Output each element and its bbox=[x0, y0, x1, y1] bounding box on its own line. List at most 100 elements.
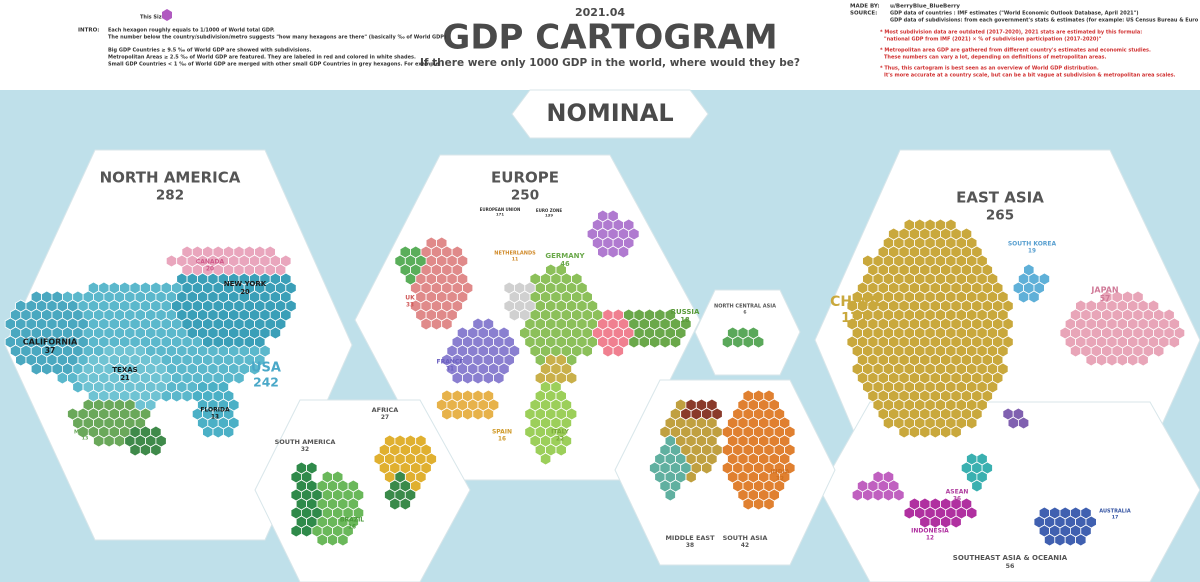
area-name: USA bbox=[251, 361, 281, 376]
hex-cell bbox=[113, 434, 126, 448]
hex-cell bbox=[898, 425, 910, 439]
note-line: * Metropolitan area GDP are gathered fro… bbox=[880, 48, 1151, 54]
hex-cell bbox=[462, 371, 474, 385]
hex-cell bbox=[966, 416, 978, 430]
area-value: 242 bbox=[253, 375, 279, 389]
area-value: 16 bbox=[348, 524, 356, 530]
hex-cell bbox=[202, 335, 214, 349]
area-value: 37 bbox=[45, 346, 56, 355]
area-name: SPAIN bbox=[492, 429, 512, 436]
hex-cell bbox=[966, 506, 978, 520]
hex-cell bbox=[274, 263, 287, 277]
source-label: SOURCE: bbox=[850, 11, 877, 17]
hex-cell bbox=[300, 524, 313, 538]
hex-cell bbox=[493, 371, 505, 385]
area-name: UK bbox=[405, 295, 415, 302]
hex-cell bbox=[1075, 533, 1087, 547]
hex-cell bbox=[264, 263, 276, 277]
hex-cell bbox=[602, 344, 614, 358]
hex-cell bbox=[248, 362, 261, 376]
area-value: 57 bbox=[1100, 294, 1111, 303]
hex-cell bbox=[519, 308, 531, 322]
hex-cell bbox=[617, 245, 630, 259]
area-value: 18 bbox=[680, 316, 690, 324]
banner-hex bbox=[511, 89, 709, 139]
area-value: 13 bbox=[211, 414, 219, 420]
hex-cell bbox=[451, 371, 463, 385]
area-value: 171 bbox=[496, 212, 504, 217]
hex-cell bbox=[555, 443, 567, 457]
hex-cell bbox=[940, 425, 952, 439]
area-value: 16 bbox=[498, 436, 506, 442]
hex-cell bbox=[202, 425, 214, 439]
size-hex bbox=[162, 9, 172, 21]
area-value: 11 bbox=[512, 256, 519, 262]
intro-line: Big GDP Countries ≥ 9.5 ‰ of World GDP a… bbox=[108, 48, 311, 54]
area-name: TEXAS bbox=[112, 366, 137, 374]
region-value: 56 bbox=[1006, 563, 1015, 570]
hex-cell bbox=[420, 317, 432, 331]
hex-cell bbox=[254, 335, 266, 349]
intro-label: INTRO: bbox=[78, 28, 100, 34]
hex-cell bbox=[441, 317, 453, 331]
this-size: This Size bbox=[140, 15, 166, 21]
hex-cell bbox=[612, 344, 624, 358]
hex-cell bbox=[732, 335, 744, 349]
area-value: 12 bbox=[926, 535, 934, 541]
hex-cell bbox=[51, 362, 63, 376]
hex-cell bbox=[290, 524, 302, 538]
area-name: AUSTRALIA bbox=[1099, 509, 1131, 515]
area-value: 32 bbox=[776, 476, 784, 482]
hex-cell bbox=[150, 443, 162, 457]
hex-cell bbox=[1096, 353, 1108, 367]
hex-cell bbox=[872, 488, 884, 502]
region-value: 282 bbox=[156, 187, 184, 203]
hex-cell bbox=[929, 425, 941, 439]
hex-cell bbox=[742, 335, 754, 349]
made-by: u/BerryBlue_BlueBerry bbox=[890, 4, 960, 10]
intro-line: Metropolitan Areas ≥ 2.5 ‰ of World GDP … bbox=[108, 55, 416, 61]
hex-cell bbox=[940, 515, 952, 529]
hex-cell bbox=[1018, 290, 1030, 304]
hex-cell bbox=[753, 335, 765, 349]
note-line: * Most subdivision data are outdated (20… bbox=[880, 30, 1142, 36]
hex-cell bbox=[1064, 533, 1076, 547]
hex-cell bbox=[186, 326, 198, 340]
hex-cell bbox=[721, 335, 734, 349]
hex-cell bbox=[389, 497, 401, 511]
region-name: NORTH CENTRAL ASIA bbox=[714, 304, 776, 310]
hex-cell bbox=[1127, 353, 1139, 367]
area-value: 36 bbox=[953, 496, 961, 502]
note-line: These numbers can vary a lot, depending … bbox=[884, 55, 1106, 61]
hex-cell bbox=[908, 425, 921, 439]
hex-cell bbox=[62, 362, 74, 376]
hex-cell bbox=[15, 353, 27, 367]
made-by-label: MADE BY: bbox=[850, 4, 880, 10]
region-name: MIDDLE EAST bbox=[665, 534, 715, 542]
hex-cell bbox=[1007, 416, 1019, 430]
note-line: It's more accurate at a country scale, b… bbox=[884, 73, 1176, 79]
hex-cell bbox=[233, 263, 245, 277]
area-value: 31 bbox=[446, 366, 454, 372]
hex-cell bbox=[882, 416, 895, 430]
hex-cell bbox=[882, 488, 895, 502]
hex-cell bbox=[1044, 533, 1056, 547]
hex-cell bbox=[971, 479, 983, 493]
subtitle: If there were only 1000 GDP in the world… bbox=[420, 57, 800, 69]
region-value: 42 bbox=[741, 543, 749, 549]
hex-cell bbox=[233, 335, 245, 349]
hex-cell bbox=[212, 425, 224, 439]
hex-cell bbox=[690, 407, 702, 421]
source-line: GDP data of countries : IMF estimates ("… bbox=[890, 11, 1139, 17]
intro-line: Each hexagon roughly equals to 1/1000 of… bbox=[108, 28, 275, 34]
hex-cell bbox=[711, 407, 723, 421]
note-line: * Thus, this cartogram is best seen as a… bbox=[880, 66, 1099, 72]
area-name: JAPAN bbox=[1090, 286, 1118, 295]
hex-cell bbox=[919, 515, 931, 529]
source-line: GDP data of subdivisions: from each gove… bbox=[890, 18, 1200, 24]
hex-cell bbox=[430, 317, 443, 331]
hex-cell bbox=[165, 254, 178, 268]
area-name: FLORIDA bbox=[200, 407, 230, 414]
hex-cell bbox=[171, 389, 183, 403]
hex-cell bbox=[597, 245, 609, 259]
